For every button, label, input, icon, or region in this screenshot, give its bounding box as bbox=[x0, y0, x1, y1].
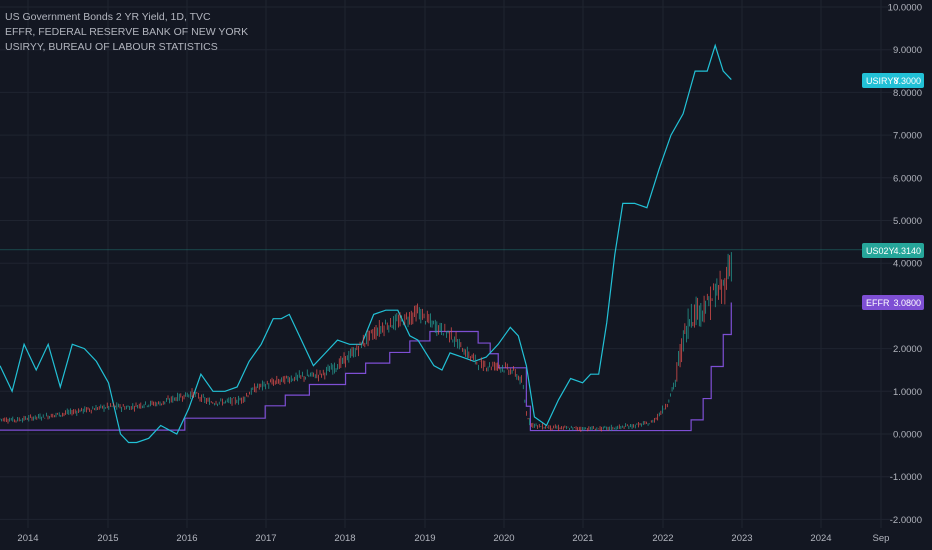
x-tick-label: Sep bbox=[873, 533, 890, 544]
x-tick-label: 2017 bbox=[255, 533, 276, 544]
price-label-value: 8.3000 bbox=[893, 76, 921, 86]
legend-effr-title[interactable]: EFFR, FEDERAL RESERVE BANK OF NEW YORK bbox=[5, 26, 249, 38]
plot-area[interactable] bbox=[0, 43, 892, 444]
y-tick-label: 5.0000 bbox=[893, 216, 922, 227]
y-tick-label: 4.0000 bbox=[893, 259, 922, 270]
us02y-candles bbox=[0, 252, 732, 432]
x-tick-label: 2024 bbox=[810, 533, 831, 544]
y-tick-label: -1.0000 bbox=[890, 472, 922, 483]
price-label-box bbox=[862, 73, 924, 88]
x-tick-label: 2016 bbox=[176, 533, 197, 544]
price-label-name: EFFR bbox=[866, 298, 890, 308]
legend-us02y-title[interactable]: US Government Bonds 2 YR Yield, 1D, TVC bbox=[5, 11, 211, 23]
x-tick-label: 2022 bbox=[652, 533, 673, 544]
x-axis[interactable]: 2014 2015 2016 2017 2018 2019 2020 2021 2022 2023… bbox=[17, 533, 889, 544]
usiryy-series-line bbox=[0, 43, 732, 444]
price-label-box bbox=[862, 243, 924, 258]
price-label-box bbox=[862, 295, 924, 310]
y-tick-label: 1.0000 bbox=[893, 387, 922, 398]
x-tick-label: 2023 bbox=[731, 533, 752, 544]
effr-series-line bbox=[0, 302, 732, 432]
y-tick-label: 7.0000 bbox=[893, 131, 922, 142]
price-label-name: USIRYY bbox=[866, 76, 899, 86]
x-tick-label: 2020 bbox=[493, 533, 514, 544]
y-tick-label: 0.0000 bbox=[893, 430, 922, 441]
y-tick-label: 9.0000 bbox=[893, 45, 922, 56]
price-label-effr: EFFR 3.0800 bbox=[862, 295, 924, 310]
y-tick-label: -2.0000 bbox=[890, 515, 922, 526]
price-label-value: 4.3140 bbox=[893, 246, 921, 256]
grid-lines bbox=[0, 0, 892, 528]
x-tick-label: 2014 bbox=[17, 533, 38, 544]
x-tick-label: 2015 bbox=[97, 533, 118, 544]
chart-legend: US Government Bonds 2 YR Yield, 1D, TVC … bbox=[5, 10, 248, 55]
price-label-value: 3.0800 bbox=[893, 298, 921, 308]
x-tick-label: 2021 bbox=[572, 533, 593, 544]
x-tick-label: 2018 bbox=[334, 533, 355, 544]
y-tick-label: 2.0000 bbox=[893, 344, 922, 355]
y-tick-label: 10.0000 bbox=[888, 3, 922, 14]
legend-usiryy-title[interactable]: USIRYY, BUREAU OF LABOUR STATISTICS bbox=[5, 41, 218, 53]
y-tick-label: 8.0000 bbox=[893, 88, 922, 99]
y-axis[interactable]: 10.0000 9.0000 8.0000 7.0000 6.0000 5.0000 4.0… bbox=[888, 3, 922, 526]
price-label-name: US02Y bbox=[866, 246, 895, 256]
x-tick-label: 2019 bbox=[414, 533, 435, 544]
y-tick-label: 6.0000 bbox=[893, 173, 922, 184]
